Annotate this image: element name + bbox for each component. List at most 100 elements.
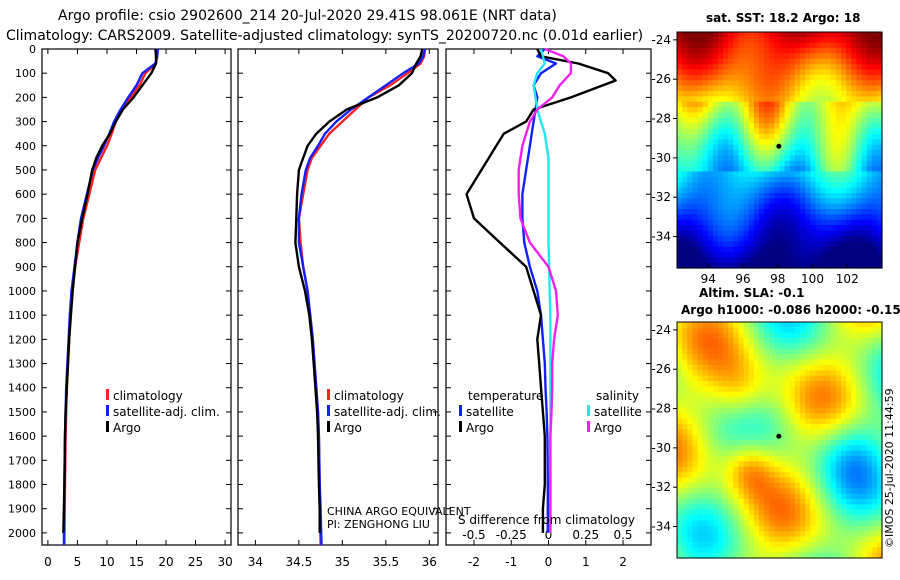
map-cell — [728, 171, 734, 178]
map-cell — [835, 150, 842, 156]
map-cell — [789, 192, 796, 199]
map-cell — [841, 192, 847, 199]
map-cell — [871, 386, 878, 393]
map-cell — [846, 364, 852, 371]
map-cell — [805, 171, 811, 178]
map-cell — [779, 413, 786, 420]
map-cell — [794, 429, 801, 436]
map-cell — [687, 133, 693, 140]
map-cell — [774, 547, 781, 554]
map-cell — [825, 171, 832, 178]
map-cell — [851, 37, 857, 44]
map-cell — [764, 171, 770, 178]
map-cell — [743, 440, 750, 446]
map-cell — [856, 241, 863, 248]
map-cell — [800, 91, 806, 97]
map-cell — [861, 74, 868, 81]
map-cell — [825, 241, 832, 248]
map-cell — [866, 69, 873, 76]
map-cell — [769, 552, 775, 559]
map-cell — [876, 488, 883, 495]
map-cell — [677, 407, 683, 414]
map-cell — [677, 235, 683, 242]
map-cell — [774, 370, 781, 377]
map-cell — [764, 214, 770, 221]
map-cell — [702, 359, 709, 366]
map-cell — [784, 515, 791, 522]
map-cell — [682, 461, 688, 468]
map-cell — [794, 343, 801, 350]
map-cell — [794, 241, 801, 248]
map-cell — [738, 101, 745, 108]
map-cell — [748, 219, 755, 226]
map-cell — [866, 257, 873, 264]
map-cell — [841, 466, 847, 473]
map-cell — [810, 381, 816, 387]
map-cell — [697, 155, 704, 162]
map-cell — [728, 375, 734, 382]
map-cell — [759, 74, 765, 81]
map-cell — [846, 112, 852, 119]
map-cell — [718, 531, 724, 538]
map-cell — [702, 440, 709, 446]
map-cell — [856, 472, 863, 479]
map-cell — [682, 37, 688, 44]
map-cell — [677, 144, 683, 151]
map-cell — [764, 203, 770, 210]
map-cell — [794, 525, 801, 532]
map-cell — [789, 359, 796, 366]
map-cell — [810, 117, 816, 124]
map-cell — [712, 541, 719, 548]
map-cell — [769, 198, 775, 205]
map-cell — [876, 348, 883, 355]
map-cell — [825, 160, 832, 167]
map-cell — [692, 402, 699, 409]
map-cell — [728, 176, 734, 183]
map-cell — [738, 327, 745, 334]
map-cell — [856, 547, 863, 554]
map-cell — [866, 37, 873, 44]
map-cell — [759, 91, 765, 97]
map-cell — [697, 520, 704, 527]
map-cell — [846, 531, 852, 538]
map-cell — [779, 493, 786, 500]
map-cell — [794, 160, 801, 167]
map-cell — [692, 397, 699, 404]
map-cell — [759, 133, 765, 140]
map-cell — [723, 85, 729, 92]
map-cell — [738, 541, 745, 548]
map-cell — [748, 133, 755, 140]
map-cell — [825, 96, 832, 103]
map-cell — [738, 338, 745, 345]
map-cell — [856, 246, 863, 253]
map-cell — [866, 407, 873, 414]
map-cell — [753, 504, 760, 511]
map-cell — [697, 128, 704, 135]
map-cell — [723, 354, 729, 361]
series-line-argo — [294, 48, 424, 533]
map-cell — [677, 482, 683, 489]
map-cell — [825, 166, 832, 173]
map-cell — [677, 370, 683, 377]
map-cell — [779, 429, 786, 436]
map-cell — [712, 434, 719, 441]
map-cell — [861, 456, 868, 463]
map-cell — [800, 48, 806, 55]
map-cell — [748, 536, 755, 543]
map-cell — [697, 171, 704, 178]
map-cell — [733, 160, 740, 167]
map-cell — [789, 209, 796, 215]
map-cell — [723, 482, 729, 489]
map-cell — [856, 370, 863, 377]
map-cell — [748, 74, 755, 81]
map-cell — [692, 552, 699, 559]
map-cell — [748, 53, 755, 60]
map-cell — [800, 203, 806, 210]
map-cell — [876, 327, 883, 334]
map-cell — [728, 53, 734, 60]
map-cell — [692, 386, 699, 393]
map-cell — [728, 257, 734, 264]
temperature-legend: climatology satellite-adj. clim. Argo — [106, 389, 220, 435]
map-cell — [682, 133, 688, 140]
map-cell — [692, 203, 699, 210]
